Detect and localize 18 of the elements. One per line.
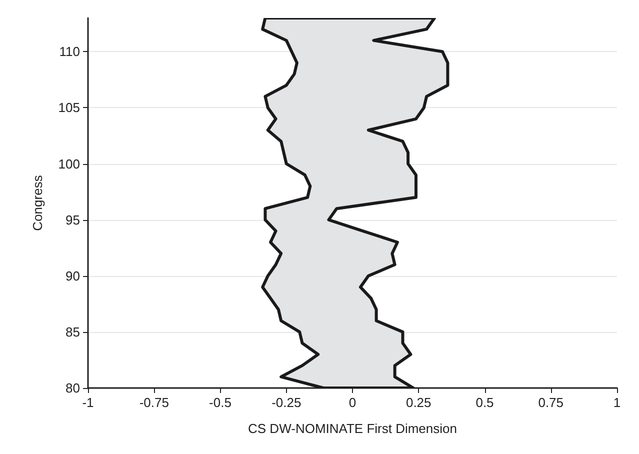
y-tick-label: 80 xyxy=(66,380,80,396)
y-tick-label: 90 xyxy=(66,268,80,284)
x-tick-label: 1 xyxy=(613,395,621,410)
y-tick-label: 95 xyxy=(66,212,80,228)
y-tick-label: 85 xyxy=(66,324,80,340)
y-tick-label: 100 xyxy=(58,156,80,172)
x-tick-label: 0 xyxy=(348,395,356,410)
x-tick-label: -0.5 xyxy=(209,395,232,410)
x-tick-label: 0.75 xyxy=(538,395,564,410)
y-tick-label: 110 xyxy=(59,44,80,60)
x-tick-label: -1 xyxy=(82,395,94,410)
x-axis-title: CS DW-NOMINATE First Dimension xyxy=(248,421,457,436)
x-tick-label: -0.25 xyxy=(272,395,302,410)
y-axis-title: Congress xyxy=(30,174,45,231)
x-tick-label: 0.25 xyxy=(406,395,432,410)
x-tick-label: -0.75 xyxy=(139,395,169,410)
x-tick-label: 0.5 xyxy=(476,395,494,410)
y-tick-label: 105 xyxy=(58,100,80,116)
